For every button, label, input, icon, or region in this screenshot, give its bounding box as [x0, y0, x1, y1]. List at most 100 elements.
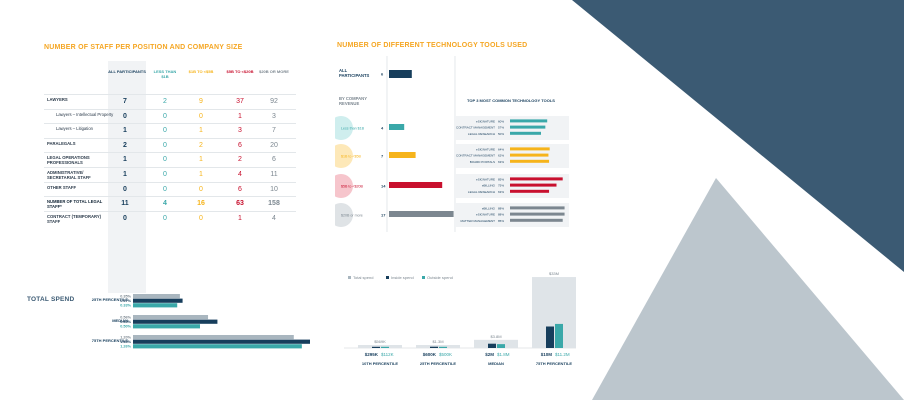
spend-bar: [133, 315, 209, 320]
bar-value-label: 0.37%: [120, 299, 131, 303]
table-cell: 4: [272, 214, 276, 222]
bar-value-label: 0.33%: [120, 304, 131, 308]
spend-bar: [430, 346, 438, 348]
category-label: PARTICIPANTS: [339, 73, 370, 78]
table-cell: 0: [163, 156, 167, 164]
table-cell: 0: [163, 171, 167, 178]
row-label: Lawyers – Intellectual Property: [56, 111, 114, 117]
table-cell: 9: [199, 98, 203, 105]
staff-table-title: NUMBER OF STAFF PER POSITION AND COMPANY…: [44, 44, 243, 51]
table-cell: 0: [123, 112, 127, 120]
table-row: CONTRACT (TEMPORARY) STAFF 0 0 0 1 4: [44, 210, 296, 227]
table-cell: 0: [163, 141, 167, 149]
tool-name-label: LEGAL RESEARCH: [468, 132, 495, 136]
table-cell: 0: [199, 112, 203, 120]
tool-pct-label: 88%: [498, 207, 504, 211]
bar-value-label: 0.56%: [120, 315, 131, 319]
legend-label: Outside spend: [427, 275, 453, 280]
group-label: BY COMPANY: [339, 96, 367, 101]
tool-name-label: eSIGNATURE: [476, 213, 495, 217]
spend-bar: [133, 335, 294, 340]
tool-bar: [510, 153, 549, 157]
table-cell: 37: [236, 98, 244, 105]
bar-value-label: 1.43%: [120, 340, 131, 344]
table-cell: 4: [163, 200, 167, 208]
size-bubble: [335, 174, 353, 198]
table-cell: 6: [272, 156, 276, 164]
table-cell: 0: [163, 112, 167, 120]
bar-value-label: $33M: [549, 271, 559, 276]
tool-count-bar: [389, 152, 416, 158]
bar-value-label: $3.8M: [490, 334, 501, 339]
bar-value-label: $500K: [439, 352, 452, 357]
bar-value-label: $600K: [423, 352, 437, 357]
spend-bar: [133, 303, 178, 308]
bar-value-label: 6: [381, 72, 384, 77]
legend-swatch: [422, 276, 425, 279]
table-cell: 11: [121, 200, 129, 208]
tool-bar: [510, 147, 550, 151]
spend-bar: [497, 344, 505, 348]
bar-value-label: 14: [381, 184, 386, 189]
table-cell: 1: [238, 214, 242, 222]
tool-name-label: LEGAL RESEARCH: [468, 190, 495, 194]
tool-bar: [510, 125, 546, 129]
table-row: PARALEGALS 2 0 2 6 20: [44, 137, 296, 154]
category-label: MEDIAN: [488, 361, 504, 366]
table-cell: 1: [123, 171, 127, 178]
table-cell: 1: [123, 156, 127, 164]
tool-bar: [510, 119, 548, 123]
tool-count-bar: [389, 182, 443, 188]
tool-pct-label: 50%: [498, 132, 504, 136]
spend-distribution-chart: Total spend Inside spend Outside spend $569…: [344, 271, 576, 366]
column-header: $5B TO <$20B: [226, 69, 254, 74]
category-label: $5B to <$20B: [341, 185, 363, 189]
table-cell: 3: [272, 112, 276, 120]
table-cell: 6: [238, 185, 242, 193]
bar-value-label: $10M: [541, 352, 553, 357]
table-cell: 1: [123, 127, 127, 135]
category-label: 25TH PERCENTILE: [420, 361, 457, 366]
column-header: ALL PARTICIPANTS: [108, 69, 146, 74]
category-label: Less than $1B: [341, 127, 365, 131]
tool-pct-label: 85%: [498, 178, 504, 182]
table-row: LEGAL OPERATIONS PROFESSIONALS 1 0 1 2 6: [44, 152, 296, 168]
category-label: 75TH PERCENTILE: [536, 361, 573, 366]
spend-bar: [133, 294, 180, 299]
table-cell: 1: [199, 171, 203, 178]
column-header: $1B TO <$5B: [188, 69, 214, 74]
table-cell: 0: [163, 214, 167, 222]
table-row: ADMINISTRATIVE/ SECRETARIAL STAFF 1 0 1 4 11: [44, 167, 296, 183]
tool-pct-label: 60%: [498, 120, 504, 124]
table-cell: 0: [163, 185, 167, 193]
tool-pct-label: 88%: [498, 213, 504, 217]
tool-pct-label: 63%: [498, 160, 504, 164]
table-cell: 6: [238, 141, 242, 149]
tools-subtitle: TOP 3 MOST COMMON TECHNOLOGY TOOLS: [467, 98, 555, 103]
tool-name-label: eBILLING: [482, 184, 496, 188]
table-cell: 0: [199, 214, 203, 222]
bar-value-label: $569K: [374, 339, 386, 344]
row-label: LEGAL OPERATIONS PROFESSIONALS: [47, 155, 90, 166]
tech-chart-title: NUMBER OF DIFFERENT TECHNOLOGY TOOLS USE…: [337, 42, 528, 49]
spend-bar: [439, 346, 447, 348]
table-cell: 10: [270, 185, 278, 193]
tool-name-label: BOARD PORTALS: [470, 160, 495, 164]
bar-value-label: 17: [381, 213, 386, 218]
column-band: [108, 61, 146, 293]
table-cell: 0: [199, 185, 203, 193]
table-cell: 3: [238, 127, 242, 135]
table-cell: 1: [199, 127, 203, 135]
category-label: ALL: [339, 68, 348, 73]
category-label: 25TH PERCENTILE: [92, 297, 129, 302]
spend-bar: [133, 319, 218, 324]
legend-swatch: [386, 276, 389, 279]
tool-bar: [510, 189, 550, 193]
tool-bar: [510, 218, 563, 222]
tool-bar: [510, 177, 563, 181]
bar-value-label: 0.35%: [120, 294, 131, 298]
bar-value-label: 1.20%: [120, 335, 131, 339]
tool-pct-label: 57%: [498, 126, 504, 130]
